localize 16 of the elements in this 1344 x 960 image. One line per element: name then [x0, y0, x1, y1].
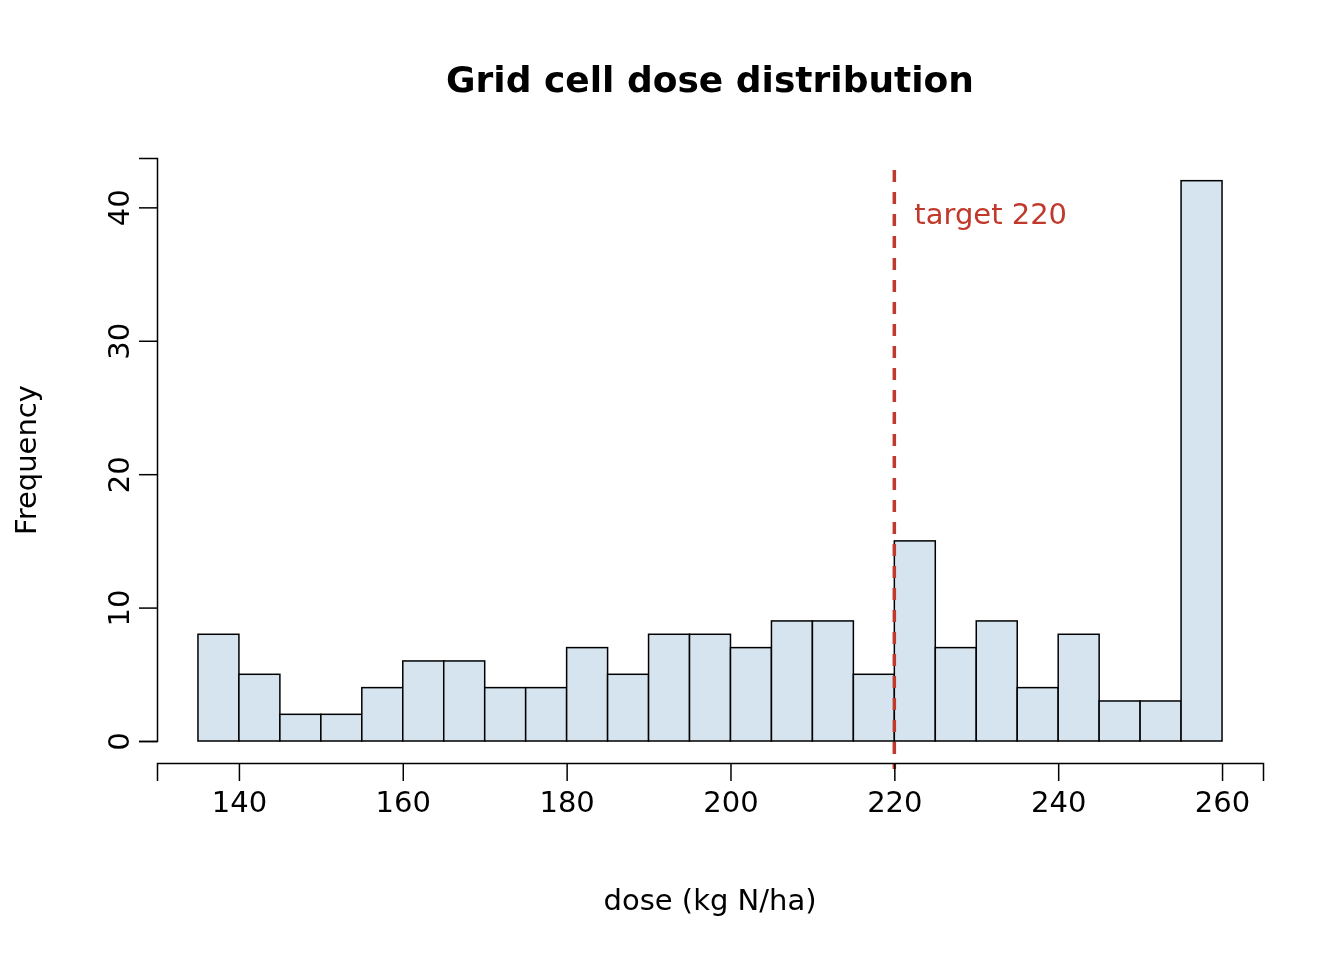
x-tick-label: 160 [375, 784, 431, 819]
y-axis-title: Frequency [9, 385, 43, 535]
y-tick-label: 40 [102, 189, 137, 227]
x-tick-label: 240 [1031, 784, 1087, 819]
x-tick-label: 220 [867, 784, 923, 819]
y-tick-label: 20 [102, 456, 137, 494]
x-tick-label: 260 [1194, 784, 1251, 819]
y-tick-label: 10 [102, 589, 137, 627]
ref-line-label: target 220 [914, 197, 1068, 231]
x-tick-label: 200 [703, 784, 759, 819]
y-tick-label: 30 [102, 322, 137, 360]
chart-title: Grid cell dose distribution [446, 59, 974, 100]
x-axis-title: dose (kg N/ha) [603, 883, 817, 917]
x-tick-label: 140 [211, 784, 268, 819]
y-tick-label: 0 [102, 732, 137, 751]
x-tick-label: 180 [539, 784, 595, 819]
